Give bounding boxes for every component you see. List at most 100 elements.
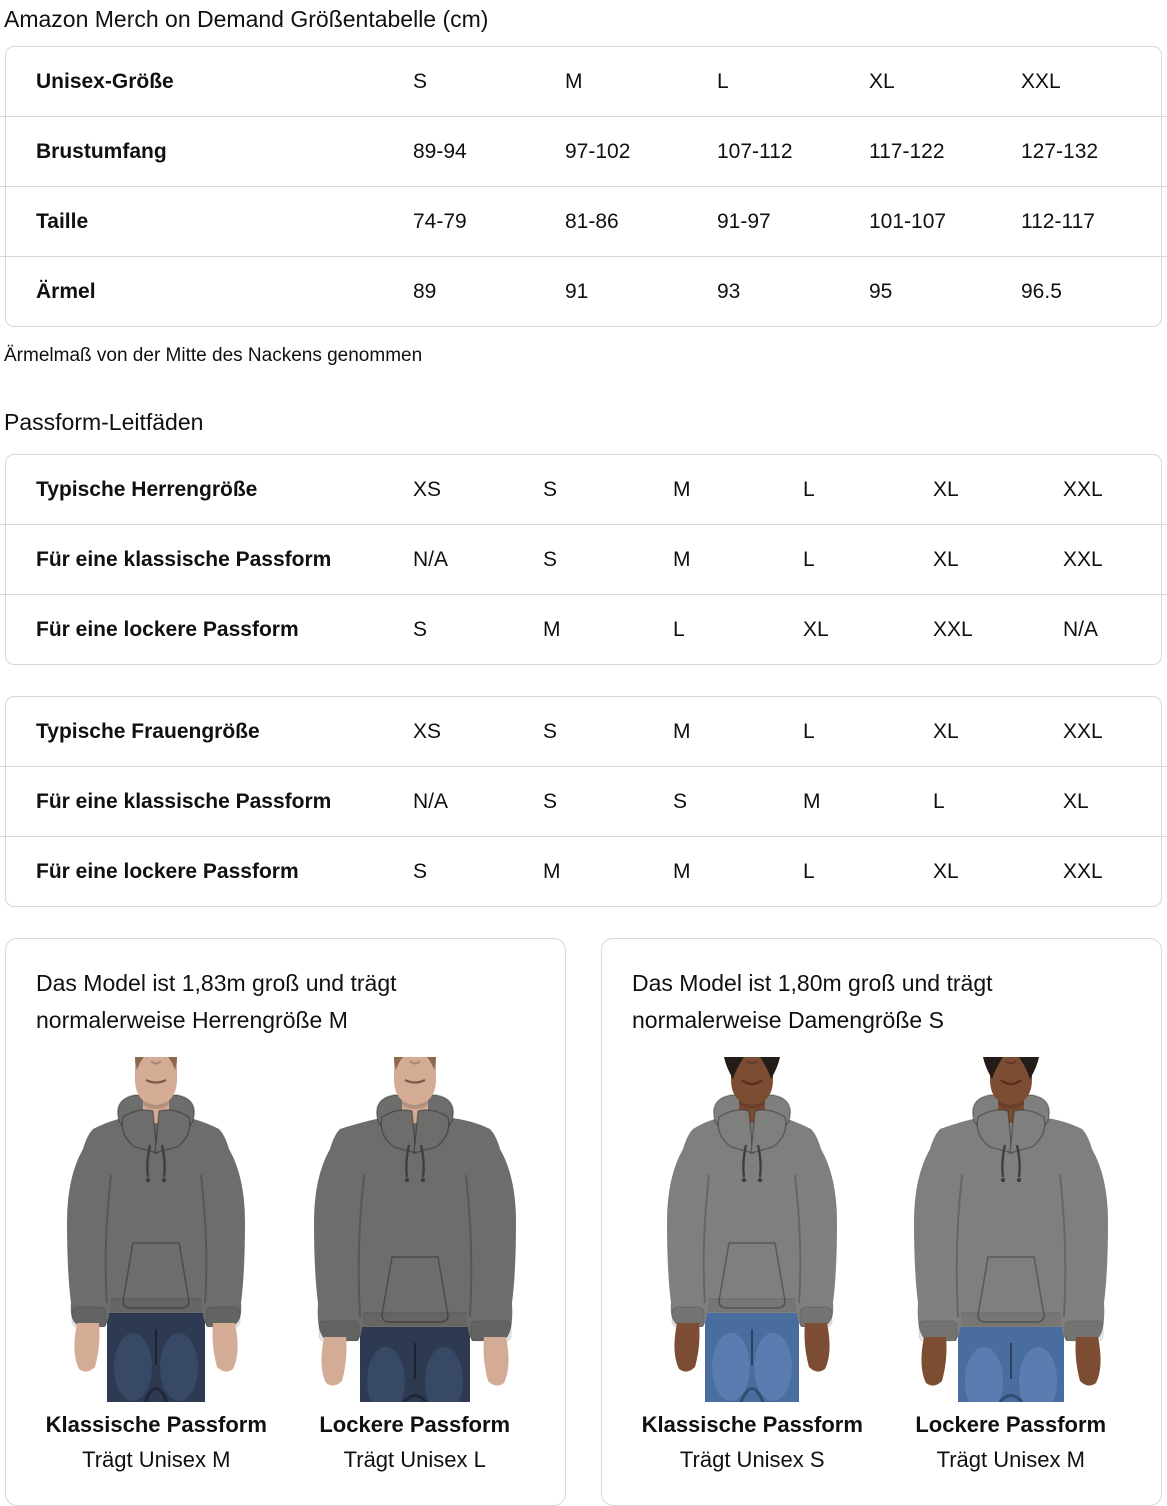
size-cell: 95 <box>869 279 893 303</box>
figure-female-classic: Klassische Passform Trägt Unisex S <box>630 1056 875 1473</box>
size-cell: 89-94 <box>413 139 467 163</box>
table-row: Für eine klassische Passform N/A S S M L… <box>0 766 1167 836</box>
size-cell: M <box>673 547 691 571</box>
row-label: Typische Herrengröße <box>36 477 258 501</box>
size-cell: M <box>543 859 561 883</box>
size-cell: 96.5 <box>1021 279 1062 303</box>
model-photo-female-loose-fit <box>889 1056 1134 1402</box>
size-cell: S <box>543 789 558 813</box>
fit-label: Lockere Passform <box>319 1411 511 1437</box>
size-guide-page: Amazon Merch on Demand Größentabelle (cm… <box>0 6 1167 1506</box>
size-cell: L <box>803 719 815 743</box>
female-model-card: Das Model ist 1,80m groß und trägt norma… <box>601 938 1162 1506</box>
size-cell: 89 <box>413 279 437 303</box>
size-cell: M <box>565 69 583 93</box>
wears-size-label: Trägt Unisex M <box>936 1446 1085 1472</box>
size-cell: L <box>803 859 815 883</box>
row-label: Unisex-Größe <box>36 69 174 93</box>
size-cell: XL <box>933 719 959 743</box>
size-cell: M <box>673 719 691 743</box>
row-label: Taille <box>36 209 89 233</box>
size-cell: XL <box>869 69 895 93</box>
row-label: Für eine klassische Passform <box>36 789 332 813</box>
table-row: Typische Frauengröße XS S M L XL XXL <box>0 697 1167 766</box>
wears-size-label: Trägt Unisex M <box>82 1446 231 1472</box>
unisex-size-table: Unisex-Größe S M L XL XXL Brustumfang 89… <box>0 46 1167 327</box>
size-cell: XL <box>933 547 959 571</box>
wears-size-label: Trägt Unisex L <box>343 1446 486 1472</box>
size-cell: 81-86 <box>565 209 619 233</box>
model-photo-female-classic-fit <box>630 1056 875 1402</box>
size-cell: XL <box>933 859 959 883</box>
table-row: Für eine lockere Passform S M M L XL XXL <box>0 836 1167 906</box>
size-cell: N/A <box>413 547 449 571</box>
table-row: Unisex-Größe S M L XL XXL <box>0 47 1167 116</box>
size-cell: M <box>543 617 561 641</box>
size-cell: XXL <box>933 617 973 641</box>
size-cell: L <box>933 789 945 813</box>
size-cell: 127-132 <box>1021 139 1099 163</box>
size-cell: XS <box>413 719 442 743</box>
size-cell: S <box>413 617 428 641</box>
row-label: Für eine klassische Passform <box>36 547 332 571</box>
size-cell: XS <box>413 477 442 501</box>
size-cell: M <box>673 477 691 501</box>
size-cell: 91-97 <box>717 209 771 233</box>
size-cell: XXL <box>1063 477 1103 501</box>
sleeve-measure-note: Ärmelmaß von der Mitte des Nackens genom… <box>4 345 423 366</box>
size-cell: L <box>803 547 815 571</box>
figure-male-loose: Lockere Passform Trägt Unisex L <box>293 1056 538 1473</box>
row-label: Für eine lockere Passform <box>36 859 299 883</box>
model-description: Das Model ist 1,83m groß und trägt norma… <box>36 970 397 1033</box>
wears-size-label: Trägt Unisex S <box>679 1446 825 1472</box>
mens-fit-table: Typische Herrengröße XS S M L XL XXL Für… <box>0 454 1167 665</box>
figure-female-loose: Lockere Passform Trägt Unisex M <box>889 1056 1134 1473</box>
size-cell: 101-107 <box>869 209 947 233</box>
table-row: Typische Herrengröße XS S M L XL XXL <box>0 455 1167 524</box>
fit-guides-heading: Passform-Leitfäden <box>4 409 204 435</box>
size-cell: 93 <box>717 279 741 303</box>
row-label: Typische Frauengröße <box>36 719 260 743</box>
table-row: Brustumfang 89-94 97-102 107-112 117-122… <box>0 116 1167 186</box>
size-cell: XXL <box>1021 69 1061 93</box>
model-description: Das Model ist 1,80m groß und trägt norma… <box>632 970 993 1033</box>
model-photo-male-classic-fit <box>34 1056 279 1402</box>
size-cell: S <box>543 477 558 501</box>
size-cell: 91 <box>565 279 589 303</box>
size-cell: S <box>673 789 688 813</box>
size-cell: L <box>803 477 815 501</box>
size-cell: 74-79 <box>413 209 467 233</box>
womens-fit-table: Typische Frauengröße XS S M L XL XXL Für… <box>0 696 1167 907</box>
size-cell: XXL <box>1063 859 1103 883</box>
row-label: Brustumfang <box>36 139 167 163</box>
size-cell: XL <box>803 617 829 641</box>
fit-label: Klassische Passform <box>641 1411 863 1437</box>
size-cell: S <box>543 547 558 571</box>
size-cell: N/A <box>1063 617 1099 641</box>
size-cell: XXL <box>1063 547 1103 571</box>
table-row: Ärmel 89 91 93 95 96.5 <box>0 256 1167 326</box>
row-label: Ärmel <box>36 279 96 303</box>
page-title: Amazon Merch on Demand Größentabelle (cm… <box>4 6 489 32</box>
size-cell: XL <box>1063 789 1089 813</box>
size-cell: XXL <box>1063 719 1103 743</box>
size-cell: M <box>673 859 691 883</box>
table-row: Für eine lockere Passform S M L XL XXL N… <box>0 594 1167 664</box>
model-figures: Klassische Passform Trägt Unisex S <box>630 1056 1134 1473</box>
row-label: Für eine lockere Passform <box>36 617 299 641</box>
size-cell: 107-112 <box>717 139 793 163</box>
size-cell: S <box>413 859 428 883</box>
fit-label: Klassische Passform <box>45 1411 267 1437</box>
model-cards: Das Model ist 1,83m groß und trägt norma… <box>5 938 1162 1506</box>
table-row: Für eine klassische Passform N/A S M L X… <box>0 524 1167 594</box>
size-cell: S <box>413 69 428 93</box>
model-photo-male-loose-fit <box>293 1056 538 1402</box>
size-cell: 97-102 <box>565 139 631 163</box>
size-cell: M <box>803 789 821 813</box>
size-cell: L <box>673 617 685 641</box>
size-cell: XL <box>933 477 959 501</box>
model-figures: Klassische Passform Trägt Unisex M <box>34 1056 538 1473</box>
size-cell: N/A <box>413 789 449 813</box>
table-row: Taille 74-79 81-86 91-97 101-107 112-117 <box>0 186 1167 256</box>
size-cell: 117-122 <box>869 139 945 163</box>
